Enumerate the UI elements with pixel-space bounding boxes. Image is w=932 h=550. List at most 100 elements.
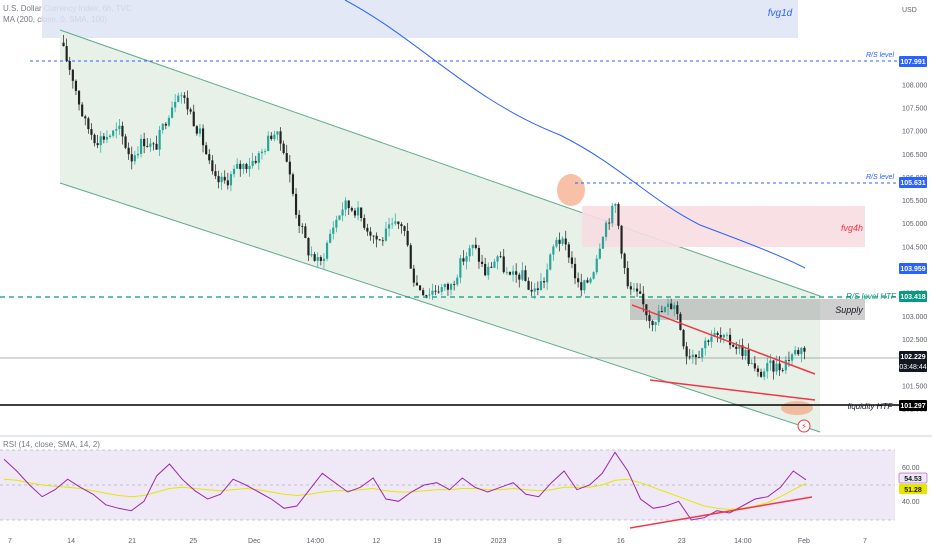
candle-body [307, 237, 310, 256]
candle-body [115, 129, 118, 131]
candle-body [477, 248, 481, 262]
candle-body [397, 221, 400, 225]
candle-body [93, 134, 96, 144]
price-tick: 102.500 [902, 337, 927, 344]
candle-body [487, 266, 490, 276]
candle-body [251, 160, 254, 166]
candle-body [595, 258, 598, 273]
candle-body [208, 154, 211, 161]
candle-body [294, 193, 298, 215]
candle-body [180, 95, 183, 97]
rs-level-label-1: R/S level [866, 52, 894, 59]
candle-body [257, 153, 260, 163]
candle-body [412, 268, 415, 283]
candle-body [691, 354, 694, 358]
currency-label: USD [902, 7, 917, 14]
ma-200-line [344, 0, 806, 269]
candle-body [701, 348, 704, 358]
candle-body [391, 223, 394, 225]
candle-body [425, 295, 428, 297]
candle-body [195, 126, 198, 134]
fvg4h-label: fvg4h [841, 223, 863, 233]
candle-body [84, 116, 87, 119]
candle-body [136, 153, 140, 156]
candle-body [617, 203, 620, 226]
candle-body [446, 283, 450, 290]
candle-body [279, 131, 282, 144]
time-tick: 14 [67, 538, 75, 545]
candle-body [518, 274, 521, 280]
candle-body [480, 261, 484, 264]
badge-rs-1 [899, 56, 927, 67]
candle-body [198, 128, 202, 134]
candle-body [319, 257, 322, 261]
candle-body [657, 310, 660, 323]
rsi-ma-line [3, 478, 807, 511]
candle-body [363, 218, 366, 228]
candle-body [217, 176, 220, 183]
candle-body [781, 370, 784, 371]
candle-body [679, 313, 682, 330]
candle-body [384, 228, 388, 241]
candle-body [409, 245, 412, 269]
candle-body [778, 363, 781, 371]
candle-body [164, 123, 167, 126]
candle-body [453, 284, 456, 285]
badge-rsi-ma-text: 51.28 [904, 487, 922, 494]
candle-body [68, 61, 71, 70]
time-tick: 7 [8, 538, 12, 545]
candle-body [790, 354, 794, 361]
candle-body [580, 282, 583, 291]
candle-body [682, 329, 685, 347]
candle-body [508, 271, 512, 275]
candle-body [270, 135, 273, 140]
candle-body [620, 225, 623, 254]
candle-body [710, 336, 713, 342]
candle-body [71, 69, 74, 81]
candle-body [623, 253, 626, 268]
candle-body [146, 146, 149, 147]
candle-body [766, 363, 769, 372]
badge-liquidity [899, 400, 927, 411]
channel-fill [60, 30, 820, 432]
candle-body [784, 359, 787, 371]
candle-body [338, 215, 341, 220]
candle-body [794, 350, 797, 355]
candle-body [183, 95, 186, 98]
candle-body [741, 345, 744, 356]
candle-body [87, 118, 90, 130]
candle-body [598, 248, 601, 259]
candle-body [524, 270, 527, 281]
candle-body [601, 236, 605, 249]
candle-body [403, 226, 406, 231]
candle-body [226, 180, 229, 186]
candle-body [685, 346, 688, 357]
candle-body [713, 332, 716, 337]
candle-body [722, 334, 725, 338]
candle-body [443, 283, 446, 288]
candle-body [105, 136, 109, 140]
time-axis[interactable]: 7 14 21 25 Dec 14:00 12 19 2023 9 16 23 14:00 Feb 7 [8, 538, 867, 545]
candle-body [102, 136, 105, 140]
badge-ma [899, 263, 927, 274]
candle-body [490, 266, 493, 268]
badge-countdown-text: 03:48:44 [899, 364, 926, 371]
candle-body [304, 226, 307, 238]
alert-icon[interactable] [797, 419, 811, 433]
candle-body [573, 263, 577, 279]
candle-body [152, 143, 155, 145]
candle-body [285, 153, 288, 162]
candle-body [635, 288, 639, 292]
candle-body [515, 271, 518, 275]
candle-body [335, 219, 338, 228]
candle-body [728, 334, 732, 345]
time-tick: Dec [248, 538, 261, 545]
candle-body [527, 280, 530, 290]
candle-body [660, 310, 663, 313]
rsi-legend: RSI (14, close, SMA, 14, 2) [3, 440, 100, 449]
candle-body [604, 222, 608, 237]
candle-body [313, 254, 316, 261]
candle-body [747, 349, 750, 364]
time-tick: Feb [798, 538, 810, 545]
